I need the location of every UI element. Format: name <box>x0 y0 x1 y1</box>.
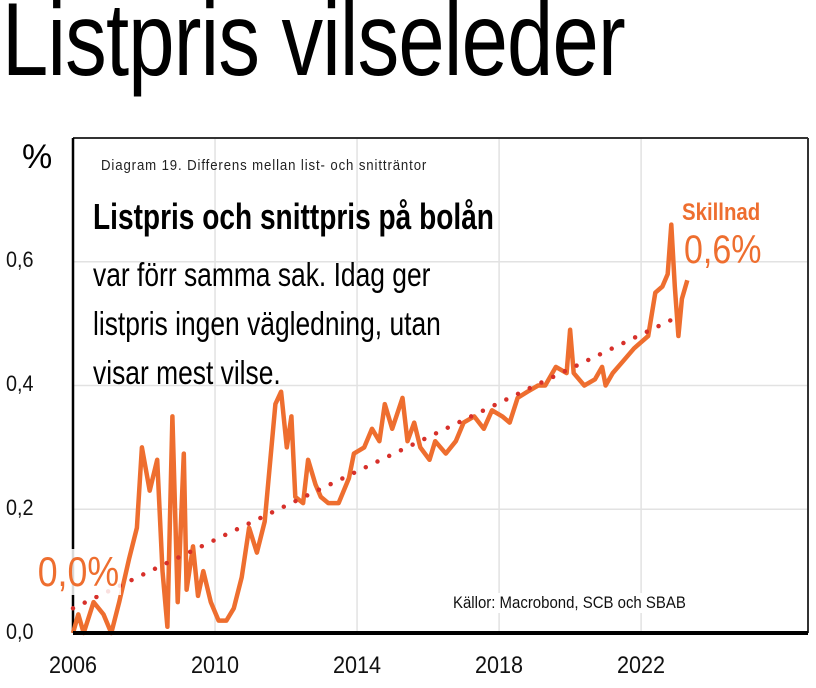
headline: Listpris vilseleder <box>2 0 626 98</box>
y-tick-label: 0,6 <box>6 247 34 272</box>
body-line: visar mest vilse. <box>93 354 281 391</box>
start-value-label: 0,0% <box>36 548 121 595</box>
y-tick-label: 0,0 <box>6 619 34 644</box>
y-tick-label: 0,4 <box>6 371 34 396</box>
chart-body-text: var förr samma sak. Idag ger listpris in… <box>93 250 441 397</box>
x-tick-label: 2006 <box>48 652 98 679</box>
y-unit-label: % <box>22 138 53 176</box>
end-value-label: 0,6% <box>684 228 762 272</box>
x-tick-label: 2014 <box>332 652 382 679</box>
trend-line <box>70 315 679 611</box>
x-tick-label: 2010 <box>190 652 240 679</box>
body-line: listpris ingen vägledning, utan <box>93 305 441 342</box>
y-tick-label: 0,2 <box>6 495 34 520</box>
chart-lead: Listpris och snittpris på bolån <box>93 196 494 237</box>
x-tick-label: 2018 <box>474 652 524 679</box>
series-label: Skillnad <box>682 199 761 226</box>
source-note: Källor: Macrobond, SCB och SBAB <box>453 593 686 613</box>
series-line-skillnad <box>70 222 690 636</box>
chart-title: Diagram 19. Differens mellan list- och s… <box>101 157 428 174</box>
body-line: var förr samma sak. Idag ger <box>93 256 431 293</box>
x-tick-label: 2022 <box>616 652 666 679</box>
